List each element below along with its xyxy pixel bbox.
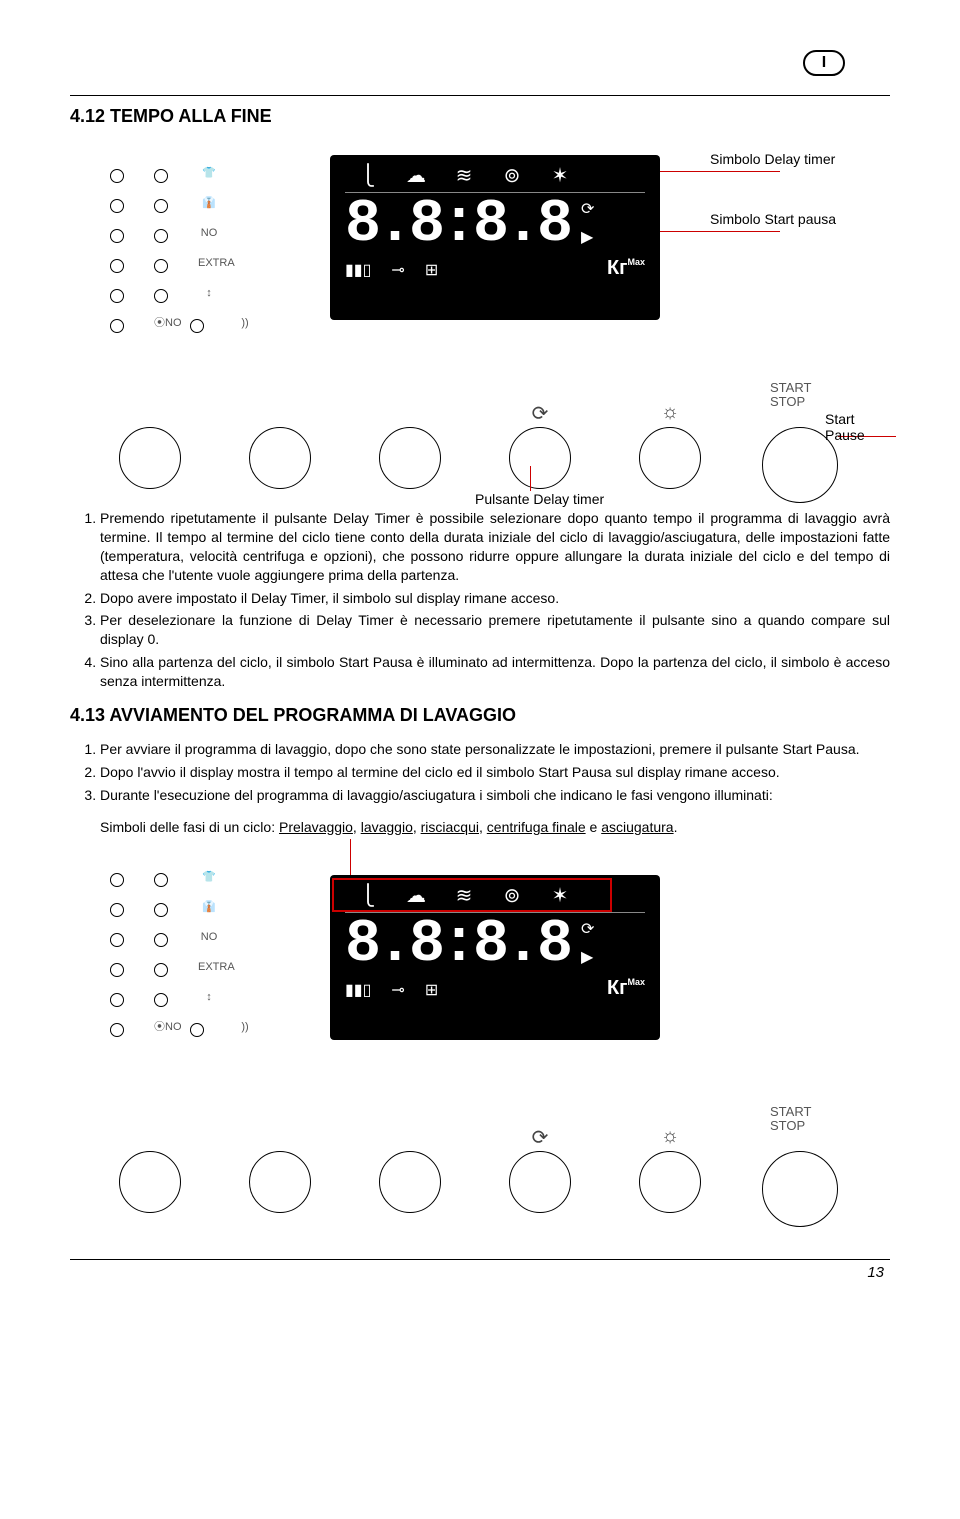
bars-icon: ▮▮▯ xyxy=(345,980,371,1000)
section-title-412: 4.12 TEMPO ALLA FINE xyxy=(70,106,890,127)
callout-startpause-symbol: Simbolo Start pausa xyxy=(710,211,836,227)
start-pause-icon: ▶ xyxy=(581,947,594,967)
delay-timer-icon: ⟳ xyxy=(532,1125,549,1149)
spiral-no-icon: ⦿NO xyxy=(154,1021,176,1039)
arrows-icon: ↕ xyxy=(198,991,220,1009)
delay-timer-icon: ⟳ xyxy=(581,919,594,939)
weight-label: КгMax xyxy=(607,977,645,1000)
instructions-list-1: Premendo ripetutamente il pulsante Delay… xyxy=(100,509,890,691)
program-selector-grid: 👕 👔 NO EXTRA ↕ ⦿NO)) xyxy=(110,161,256,341)
control-panel-figure-1: 👕 👔 NO EXTRA ↕ ⦿NO)) ⎩ ☁ ≋ ⊚ ✶ 8.8:8.8 ⟳… xyxy=(70,141,890,501)
delay-timer-icon: ⟳ xyxy=(581,199,594,219)
list-item: Sino alla partenza del ciclo, il simbolo… xyxy=(100,653,890,691)
shirt-icon: 👔 xyxy=(198,197,220,215)
list-item: Per deselezionare la funzione di Delay T… xyxy=(100,611,890,649)
delay-timer-button[interactable] xyxy=(509,427,571,489)
grid-icon: ⊞ xyxy=(425,980,438,1000)
page-language-badge: I xyxy=(803,50,845,76)
sun-icon: ☼ xyxy=(661,1125,679,1149)
callout-delay-button: Pulsante Delay timer xyxy=(475,491,604,507)
delay-timer-button[interactable] xyxy=(509,1151,571,1213)
rinse-icon: ≋ xyxy=(451,163,477,188)
page-number: 13 xyxy=(70,1264,890,1281)
start-stop-button[interactable] xyxy=(762,1151,838,1227)
option-button[interactable] xyxy=(379,427,441,489)
list-item: Durante l'esecuzione del programma di la… xyxy=(100,786,890,805)
start-stop-label: STARTSTOP xyxy=(770,381,811,409)
lcd-time-digits: 8.8:8.8 xyxy=(345,915,569,975)
bars-icon: ▮▮▯ xyxy=(345,260,371,280)
no-icon: NO xyxy=(198,931,220,949)
arrows-icon: ↕ xyxy=(198,287,220,305)
list-item: Dopo avere impostato il Delay Timer, il … xyxy=(100,589,890,608)
wash-icon: ☁ xyxy=(403,163,429,188)
phase-symbols-text: Simboli delle fasi di un ciclo: Prelavag… xyxy=(100,819,890,835)
program-selector-grid: 👕 👔 NO EXTRA ↕ ⦿NO)) xyxy=(110,865,256,1045)
key-icon: ⊸ xyxy=(391,260,404,280)
display-lcd: ⎩ ☁ ≋ ⊚ ✶ 8.8:8.8 ⟳ ▶ ▮▮▯ ⊸ ⊞ КгMax xyxy=(330,155,660,320)
weight-label: КгMax xyxy=(607,257,645,280)
prewash-icon: ⎩ xyxy=(355,163,381,188)
option-button[interactable] xyxy=(249,427,311,489)
extra-icon: EXTRA xyxy=(198,257,220,275)
control-panel-figure-2: 👕 👔 NO EXTRA ↕ ⦿NO)) ⎩ ☁ ≋ ⊚ ✶ 8.8:8.8 ⟳… xyxy=(70,845,890,1225)
option-button[interactable] xyxy=(639,1151,701,1213)
shirt-icon: 👔 xyxy=(198,901,220,919)
spin-icon: ⊚ xyxy=(499,163,525,188)
sound-icon: )) xyxy=(234,1021,256,1039)
button-row: ⟳ ☼ xyxy=(110,401,840,503)
sound-icon: )) xyxy=(234,317,256,335)
shirt-icon: 👕 xyxy=(198,871,220,889)
list-item: Premendo ripetutamente il pulsante Delay… xyxy=(100,509,890,585)
start-stop-label: STARTSTOP xyxy=(770,1105,811,1133)
lcd-time-digits: 8.8:8.8 xyxy=(345,195,569,255)
option-button[interactable] xyxy=(639,427,701,489)
callout-startpause-button: Start Pause xyxy=(825,411,890,443)
spiral-no-icon: ⦿NO xyxy=(154,317,176,335)
instructions-list-2: Per avviare il programma di lavaggio, do… xyxy=(100,740,890,805)
phase-icons-highlight xyxy=(332,878,612,912)
start-pause-icon: ▶ xyxy=(581,227,594,247)
list-item: Dopo l'avvio il display mostra il tempo … xyxy=(100,763,890,782)
sun-icon: ☼ xyxy=(661,401,679,425)
grid-icon: ⊞ xyxy=(425,260,438,280)
button-row: ⟳ ☼ xyxy=(110,1125,840,1227)
dry-icon: ✶ xyxy=(547,163,573,188)
shirt-icon: 👕 xyxy=(198,167,220,185)
extra-icon: EXTRA xyxy=(198,961,220,979)
option-button[interactable] xyxy=(119,427,181,489)
no-icon: NO xyxy=(198,227,220,245)
option-button[interactable] xyxy=(379,1151,441,1213)
key-icon: ⊸ xyxy=(391,980,404,1000)
callout-delay-symbol: Simbolo Delay timer xyxy=(710,151,835,167)
section-title-413: 4.13 AVVIAMENTO DEL PROGRAMMA DI LAVAGGI… xyxy=(70,705,890,726)
list-item: Per avviare il programma di lavaggio, do… xyxy=(100,740,890,759)
option-button[interactable] xyxy=(119,1151,181,1213)
option-button[interactable] xyxy=(249,1151,311,1213)
delay-timer-icon: ⟳ xyxy=(532,401,549,425)
